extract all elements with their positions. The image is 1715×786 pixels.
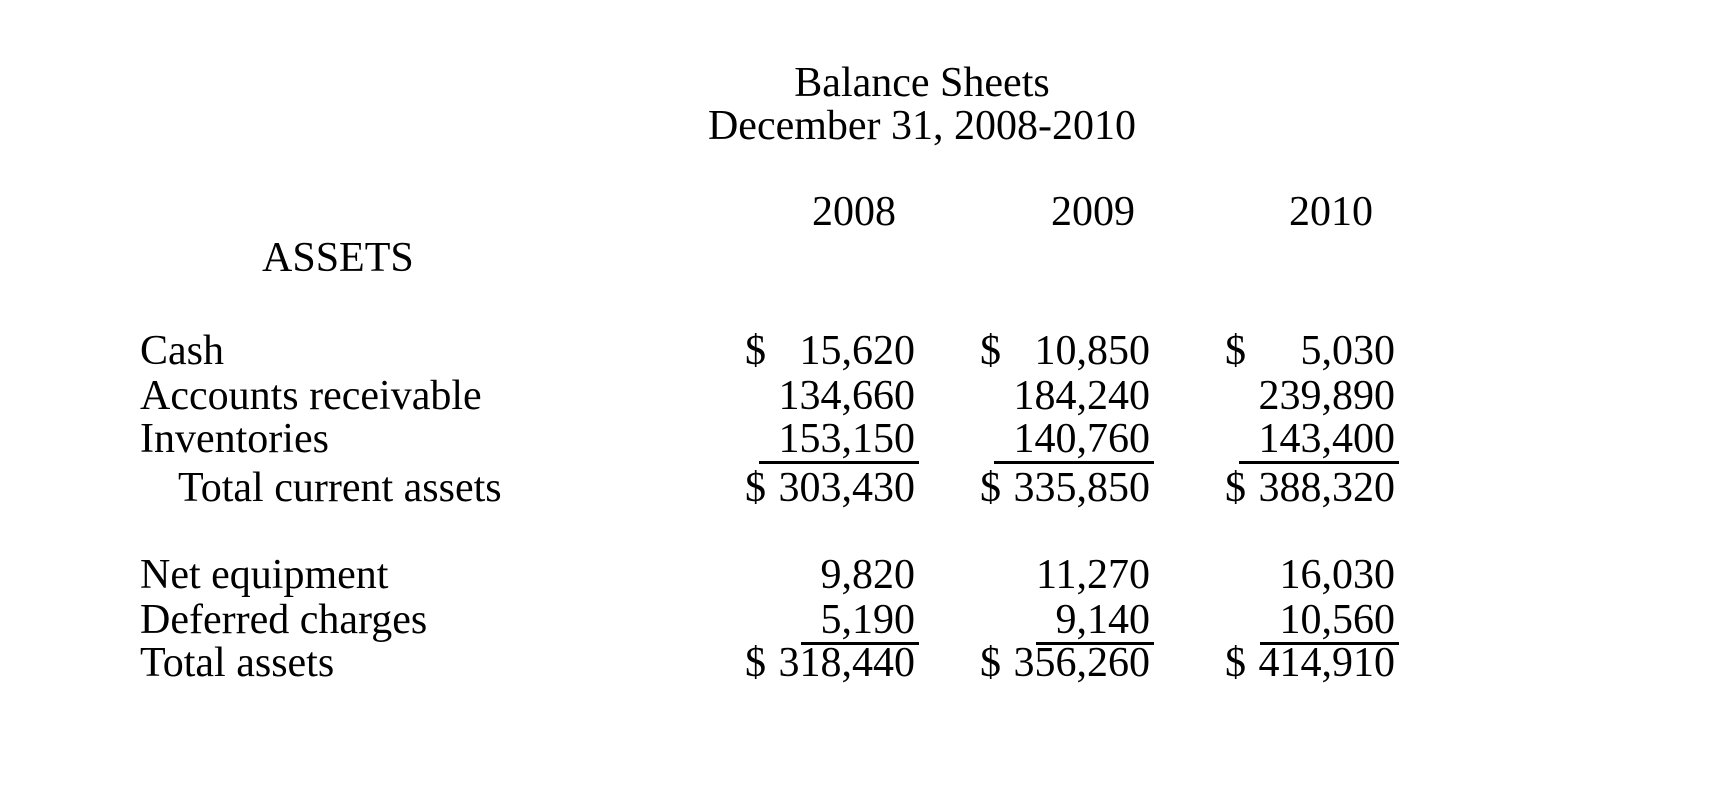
row-label: Net equipment — [140, 552, 389, 598]
amount-cell: $303,430 — [745, 467, 915, 510]
amount-cell: 153,150 — [745, 418, 919, 464]
row-label: Cash — [140, 328, 224, 374]
amount-value: 388,320 — [1258, 465, 1396, 511]
row-label: Total current assets — [178, 465, 502, 511]
column-header-2010: 2010 — [1289, 189, 1373, 235]
table-row: Net equipment 9,820 11,270 16,030 — [0, 554, 1715, 597]
amount-value: 10,560 — [1259, 599, 1399, 645]
amount-cell: $5,030 — [1225, 330, 1395, 373]
amount-value: 318,440 — [778, 640, 916, 686]
dollar-sign: $ — [1225, 465, 1246, 511]
amount-value: 184,240 — [1013, 373, 1151, 419]
amount-value: 9,820 — [820, 552, 916, 598]
amount-cell: 140,760 — [980, 418, 1154, 464]
amount-value: 10,850 — [1034, 328, 1151, 374]
dollar-sign: $ — [745, 465, 766, 511]
amount-cell: 239,890 — [1225, 373, 1396, 419]
amount-cell: 5,190 — [745, 599, 919, 645]
row-label: Inventories — [140, 416, 329, 462]
dollar-sign: $ — [980, 640, 1001, 686]
amount-cell: $10,850 — [980, 330, 1150, 373]
amount-value: 15,620 — [799, 328, 916, 374]
amount-value: 356,260 — [1013, 640, 1151, 686]
amount-cell: 143,400 — [1225, 418, 1399, 464]
column-header-2008: 2008 — [812, 189, 896, 235]
amount-cell: 16,030 — [1225, 552, 1396, 598]
dollar-sign: $ — [1225, 640, 1246, 686]
amount-value: 143,400 — [1238, 418, 1399, 464]
amount-value: 239,890 — [1258, 373, 1396, 419]
row-label: Total assets — [140, 640, 335, 686]
dollar-sign: $ — [1225, 328, 1246, 374]
amount-value: 5,030 — [1300, 328, 1396, 374]
amount-cell: 10,560 — [1225, 599, 1399, 645]
amount-value: 140,760 — [993, 418, 1154, 464]
amount-cell: $15,620 — [745, 330, 915, 373]
section-header-assets: ASSETS — [262, 235, 414, 281]
dollar-sign: $ — [980, 328, 1001, 374]
amount-cell: $414,910 — [1225, 642, 1395, 685]
dollar-sign: $ — [980, 465, 1001, 511]
amount-value: 16,030 — [1279, 552, 1396, 598]
document-title: Balance Sheets — [794, 60, 1050, 106]
amount-value: 153,150 — [758, 418, 919, 464]
amount-cell: 134,660 — [745, 373, 916, 419]
amount-value: 303,430 — [778, 465, 916, 511]
amount-value: 414,910 — [1258, 640, 1396, 686]
row-label: Deferred charges — [140, 597, 428, 643]
amount-cell: $335,850 — [980, 467, 1150, 510]
document-subtitle: December 31, 2008-2010 — [707, 103, 1137, 149]
row-label: Accounts receivable — [140, 373, 482, 419]
table-row: Accounts receivable 134,660 184,240 239,890 — [0, 375, 1715, 418]
amount-cell: 9,820 — [745, 552, 916, 598]
table-row: Total assets $318,440 $356,260 $414,910 — [0, 642, 1715, 685]
amount-cell: 11,270 — [980, 554, 1150, 597]
column-header-2009: 2009 — [1051, 189, 1135, 235]
table-row: Total current assets $303,430 $335,850 $388… — [0, 467, 1715, 510]
amount-cell: $356,260 — [980, 642, 1150, 685]
table-row: Inventories 153,150 140,760 143,400 — [0, 416, 1715, 464]
dollar-sign: $ — [745, 328, 766, 374]
amount-value: 134,660 — [778, 373, 916, 419]
amount-cell: $388,320 — [1225, 467, 1395, 510]
amount-value: 335,850 — [1013, 465, 1151, 511]
amount-cell: 184,240 — [980, 373, 1151, 419]
amount-value: 5,190 — [800, 599, 919, 645]
table-row: Deferred charges 5,190 9,140 10,560 — [0, 597, 1715, 645]
amount-value: 11,270 — [1036, 552, 1150, 598]
amount-cell: 9,140 — [980, 599, 1154, 645]
amount-value: 9,140 — [1035, 599, 1154, 645]
dollar-sign: $ — [745, 640, 766, 686]
table-row: Cash $15,620 $10,850 $5,030 — [0, 330, 1715, 373]
amount-cell: $318,440 — [745, 642, 915, 685]
